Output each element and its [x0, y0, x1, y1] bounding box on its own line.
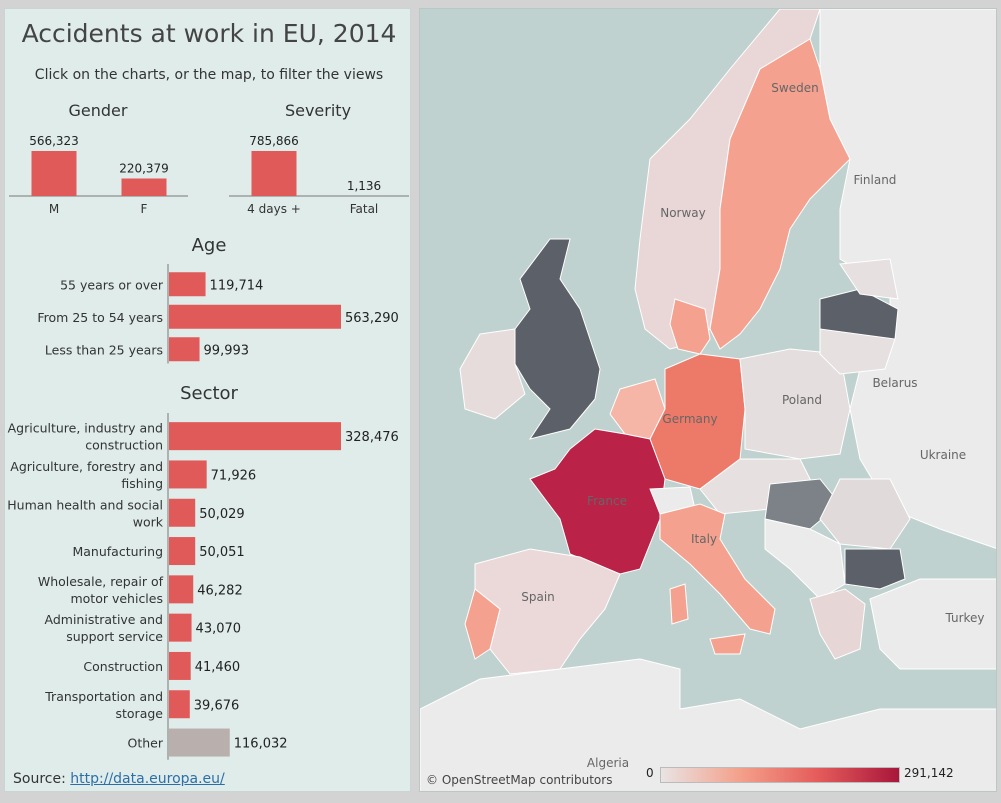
tick-label: Fatal — [350, 202, 379, 216]
bar-gender-0[interactable] — [31, 151, 77, 196]
place-label-finland: Finland — [854, 173, 897, 187]
bar-value-label: 71,926 — [211, 468, 257, 483]
category-label: Human health and social — [7, 497, 163, 512]
bar-value-label: 41,460 — [195, 660, 241, 675]
bar-sector-2[interactable] — [169, 498, 196, 527]
tick-label: M — [49, 202, 59, 216]
bar-age-2[interactable] — [169, 337, 200, 362]
bar-value-label: 43,070 — [196, 622, 242, 637]
country-sicily[interactable] — [709, 633, 746, 655]
legend-max-value: 291,142 — [904, 766, 954, 780]
bar-sector-5[interactable] — [169, 613, 192, 642]
country-lithuania[interactable] — [819, 328, 896, 375]
bar-sector-1[interactable] — [169, 460, 207, 489]
source-line: Source: http://data.europa.eu/ — [13, 771, 225, 787]
chart-title-severity: Severity — [285, 101, 351, 120]
chart-title-age: Age — [192, 235, 227, 256]
tick-label: F — [141, 202, 148, 216]
map-canvas: Sweden Finland Norway Belarus Poland Germany U… — [420, 9, 996, 791]
place-label-poland: Poland — [782, 393, 822, 407]
bar-value-label: 99,993 — [204, 343, 250, 358]
category-label: From 25 to 54 years — [37, 310, 163, 325]
bar-value-label: 563,290 — [345, 311, 399, 326]
place-label-sweden: Sweden — [771, 81, 818, 95]
chart-title-gender: Gender — [69, 101, 128, 120]
bar-sector-0[interactable] — [169, 422, 341, 451]
category-label: Wholesale, repair of — [38, 574, 164, 589]
category-label: construction — [85, 438, 163, 453]
category-label: Agriculture, forestry and — [10, 459, 163, 474]
bar-value-label: 328,476 — [345, 430, 399, 445]
bar-sector-3[interactable] — [169, 537, 196, 566]
country-poland[interactable] — [739, 348, 851, 460]
bar-value-label: 116,032 — [234, 737, 288, 752]
dashboard-charts-panel: Accidents at work in EU, 2014 Click on t… — [4, 8, 411, 792]
dashboard-title: Accidents at work in EU, 2014 — [22, 19, 397, 48]
country-italy[interactable] — [659, 503, 776, 635]
country-portugal[interactable] — [464, 588, 501, 660]
place-label-germany: Germany — [662, 412, 717, 426]
legend-gradient — [660, 767, 900, 783]
legend-min-value: 0 — [646, 766, 654, 780]
tick-label: 4 days + — [247, 202, 301, 216]
bar-value-label: 46,282 — [197, 583, 243, 598]
place-label-ukraine: Ukraine — [920, 448, 966, 462]
country-bulgaria[interactable] — [844, 548, 906, 590]
category-label: Manufacturing — [72, 544, 163, 559]
bar-value-label: 39,676 — [194, 698, 240, 713]
place-label-belarus: Belarus — [872, 376, 917, 390]
country-uk[interactable] — [514, 238, 601, 440]
bar-value-label: 119,714 — [210, 278, 264, 293]
bar-value-label: 566,323 — [29, 134, 79, 148]
place-label-italy: Italy — [691, 532, 717, 546]
bar-sector-8[interactable] — [169, 728, 230, 757]
category-label: Less than 25 years — [45, 342, 163, 357]
place-label-norway: Norway — [660, 206, 706, 220]
country-sardinia[interactable] — [669, 583, 689, 625]
country-estonia[interactable] — [839, 258, 899, 300]
country-sweden[interactable] — [709, 38, 851, 350]
charts-canvas: Accidents at work in EU, 2014 Click on t… — [7, 19, 409, 760]
source-label: Source: — [13, 771, 71, 787]
bar-value-label: 1,136 — [347, 179, 381, 193]
category-label: support service — [66, 629, 163, 644]
bar-sector-4[interactable] — [169, 575, 194, 604]
country-balkans[interactable] — [764, 518, 846, 600]
bar-age-1[interactable] — [169, 304, 341, 329]
source-link[interactable]: http://data.europa.eu/ — [70, 771, 225, 787]
country-ireland[interactable] — [459, 328, 526, 420]
bar-gender-1[interactable] — [121, 178, 167, 196]
map-place-labels: Sweden Finland Norway Belarus Poland Germany U… — [521, 81, 984, 770]
place-label-france: France — [587, 494, 627, 508]
category-label: Administrative and — [45, 612, 163, 627]
bar-sector-6[interactable] — [169, 651, 191, 680]
category-label: Agriculture, industry and — [8, 421, 163, 436]
bar-age-0[interactable] — [169, 272, 206, 297]
category-label: work — [133, 514, 164, 529]
category-label: 55 years or over — [60, 277, 164, 292]
place-label-algeria: Algeria — [587, 756, 629, 770]
country-greece[interactable] — [809, 588, 866, 660]
dashboard-subtitle: Click on the charts, or the map, to filt… — [35, 67, 383, 83]
bar-value-label: 785,866 — [249, 134, 299, 148]
map-credit: © OpenStreetMap contributors — [426, 773, 613, 787]
bar-value-label: 50,029 — [199, 507, 245, 522]
land-turkey — [869, 578, 996, 670]
bar-value-label: 220,379 — [119, 161, 169, 175]
category-label: storage — [116, 706, 164, 721]
place-label-spain: Spain — [521, 590, 555, 604]
bar-sector-7[interactable] — [169, 690, 190, 719]
bar-value-label: 50,051 — [199, 545, 245, 560]
category-label: Other — [128, 736, 164, 751]
place-label-turkey: Turkey — [944, 611, 984, 625]
category-label: fishing — [121, 476, 163, 491]
category-label: motor vehicles — [70, 591, 163, 606]
bar-severity-0[interactable] — [251, 151, 297, 196]
chart-title-sector: Sector — [180, 383, 238, 404]
category-label: Transportation and — [44, 689, 163, 704]
europe-map[interactable]: Sweden Finland Norway Belarus Poland Germany U… — [419, 8, 997, 792]
category-label: Construction — [83, 659, 163, 674]
